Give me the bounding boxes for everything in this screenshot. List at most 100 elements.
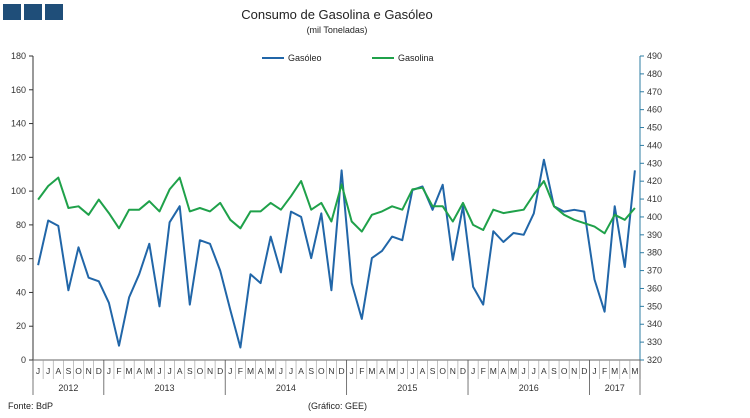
logo-block — [3, 4, 21, 20]
right-tick-label: 470 — [647, 87, 662, 97]
month-label: A — [379, 366, 385, 376]
left-tick-label: 100 — [11, 186, 26, 196]
month-label: O — [561, 366, 568, 376]
month-label: D — [96, 366, 102, 376]
month-label: M — [146, 366, 153, 376]
month-label: J — [228, 366, 232, 376]
left-axis-ticks: 0 20 40 60 80 100 120 140 160 180 — [11, 51, 33, 365]
source-note: Fonte: BdP — [8, 401, 53, 411]
year-label: 2012 — [58, 383, 78, 393]
month-label: N — [207, 366, 213, 376]
month-label: O — [197, 366, 204, 376]
legend-gasoleo-label: Gasóleo — [288, 53, 322, 63]
right-tick-label: 340 — [647, 319, 662, 329]
chart-title: Consumo de Gasolina e Gasóleo — [241, 7, 433, 22]
right-tick-label: 430 — [647, 158, 662, 168]
gasoleo-series-line — [37, 158, 636, 349]
month-label: J — [592, 366, 596, 376]
month-label: A — [258, 366, 264, 376]
month-label: N — [450, 366, 456, 376]
left-tick-label: 60 — [16, 254, 26, 264]
month-label: M — [368, 366, 375, 376]
month-label: F — [481, 366, 486, 376]
month-label: J — [410, 366, 414, 376]
month-label: M — [631, 366, 638, 376]
month-label: J — [532, 366, 536, 376]
legend: Gasóleo Gasolina — [262, 53, 434, 63]
month-label: O — [75, 366, 82, 376]
credit-note: (Gráfico: GEE) — [308, 401, 367, 411]
month-label: A — [298, 366, 304, 376]
month-label: S — [187, 366, 193, 376]
right-tick-label: 450 — [647, 123, 662, 133]
month-label: J — [167, 366, 171, 376]
month-label: M — [510, 366, 517, 376]
month-label: F — [602, 366, 607, 376]
month-label: A — [136, 366, 142, 376]
left-tick-label: 180 — [11, 51, 26, 61]
month-label: D — [338, 366, 344, 376]
right-tick-label: 360 — [647, 283, 662, 293]
left-tick-label: 80 — [16, 220, 26, 230]
month-label: S — [308, 366, 314, 376]
month-label: J — [350, 366, 354, 376]
right-tick-label: 480 — [647, 69, 662, 79]
month-label: M — [611, 366, 618, 376]
right-tick-label: 380 — [647, 248, 662, 258]
month-label: J — [522, 366, 526, 376]
logo-block — [45, 4, 63, 20]
month-label: M — [247, 366, 254, 376]
month-label: J — [46, 366, 50, 376]
month-label: M — [389, 366, 396, 376]
month-label: M — [490, 366, 497, 376]
right-tick-label: 370 — [647, 266, 662, 276]
month-label: A — [541, 366, 547, 376]
axes — [32, 56, 641, 361]
month-label: N — [86, 366, 92, 376]
year-label: 2013 — [155, 383, 175, 393]
legend-gasolina-label: Gasolina — [398, 53, 434, 63]
month-label: F — [116, 366, 121, 376]
month-label: F — [238, 366, 243, 376]
right-tick-label: 420 — [647, 176, 662, 186]
series — [37, 158, 636, 349]
month-label: M — [267, 366, 274, 376]
year-label: 2015 — [397, 383, 417, 393]
right-tick-label: 330 — [647, 337, 662, 347]
month-label: S — [430, 366, 436, 376]
month-label: S — [66, 366, 72, 376]
month-label: J — [471, 366, 475, 376]
right-tick-label: 350 — [647, 301, 662, 311]
month-label: O — [439, 366, 446, 376]
month-label: N — [571, 366, 577, 376]
month-label: J — [400, 366, 404, 376]
month-label: J — [36, 366, 40, 376]
month-label: A — [622, 366, 628, 376]
month-label: S — [551, 366, 557, 376]
month-label: A — [55, 366, 61, 376]
right-tick-label: 490 — [647, 51, 662, 61]
left-tick-label: 0 — [21, 355, 26, 365]
right-axis-ticks: 320 330 340 350 360 370 380 390 400 410 420 430 440 4… — [640, 51, 662, 365]
left-tick-label: 40 — [16, 287, 26, 297]
month-label: D — [581, 366, 587, 376]
right-tick-label: 390 — [647, 230, 662, 240]
month-label: J — [107, 366, 111, 376]
left-tick-label: 20 — [16, 321, 26, 331]
month-label: D — [217, 366, 223, 376]
logo-block — [24, 4, 42, 20]
chart-subtitle: (mil Toneladas) — [307, 25, 368, 35]
right-tick-label: 410 — [647, 194, 662, 204]
gasolina-series-line — [37, 176, 636, 235]
right-tick-label: 440 — [647, 140, 662, 150]
bank-logo-icon — [3, 4, 63, 20]
month-label: A — [420, 366, 426, 376]
month-label: A — [177, 366, 183, 376]
year-label: 2016 — [519, 383, 539, 393]
right-tick-label: 320 — [647, 355, 662, 365]
month-label: J — [289, 366, 293, 376]
month-label: F — [359, 366, 364, 376]
month-label: J — [279, 366, 283, 376]
